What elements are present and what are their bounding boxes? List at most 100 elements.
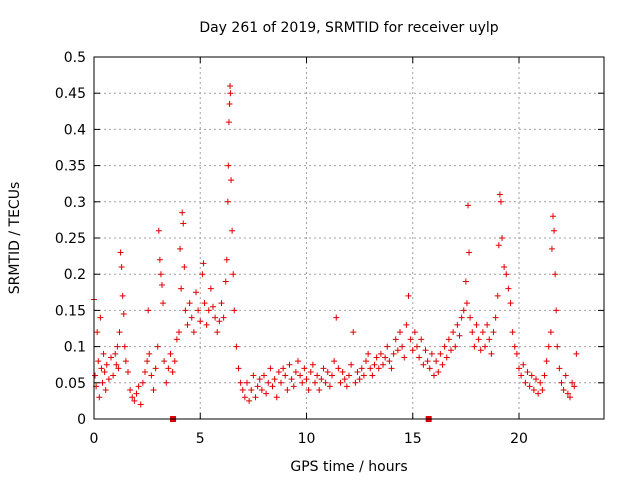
data-point (371, 361, 378, 368)
data-point (225, 162, 232, 169)
data-point (573, 350, 580, 357)
data-point (193, 289, 199, 296)
data-point (127, 387, 134, 394)
data-point (403, 321, 410, 328)
data-point (288, 376, 295, 383)
data-point (356, 376, 363, 383)
data-point (426, 365, 433, 372)
data-point (103, 361, 110, 368)
data-point (165, 365, 172, 372)
data-point (241, 394, 248, 401)
data-point (501, 263, 508, 270)
data-point (530, 387, 537, 394)
data-point (190, 329, 197, 336)
data-point (169, 368, 176, 375)
data-point (380, 361, 386, 368)
data-point (225, 119, 232, 126)
data-point (394, 347, 401, 354)
data-point (558, 379, 565, 386)
data-point (477, 347, 484, 354)
data-point (113, 361, 120, 368)
data-point (254, 383, 261, 390)
data-point (554, 343, 561, 350)
data-point (117, 249, 124, 256)
data-point (341, 376, 348, 383)
data-point (182, 307, 189, 314)
data-point (507, 300, 514, 307)
data-point (441, 343, 448, 350)
data-point (278, 379, 284, 386)
data-point (180, 220, 187, 227)
data-point (490, 329, 497, 336)
data-point (384, 343, 391, 350)
data-point (148, 372, 155, 379)
data-point (539, 387, 546, 394)
data-point (125, 368, 131, 375)
data-point (167, 350, 174, 357)
data-point (365, 350, 372, 357)
data-point (567, 394, 573, 401)
data-point (535, 390, 542, 397)
data-point (550, 213, 556, 220)
data-point (307, 368, 314, 375)
data-point (222, 278, 229, 285)
data-point (179, 209, 186, 216)
x-tick-label: 5 (196, 431, 205, 447)
data-point (422, 347, 429, 354)
data-point (186, 300, 193, 307)
data-point (367, 365, 374, 372)
data-point (195, 307, 202, 314)
data-point (358, 365, 365, 372)
data-point (522, 379, 529, 386)
chart-title: Day 261 of 2019, SRMTID for receiver uyl… (199, 20, 498, 36)
data-point (454, 321, 461, 328)
y-tick-label: 0.25 (55, 231, 86, 247)
data-point (513, 350, 520, 357)
data-point (131, 397, 138, 404)
data-point (541, 372, 548, 379)
data-point (246, 397, 253, 404)
data-point (171, 358, 178, 365)
data-point (210, 303, 216, 310)
x-tick-label: 15 (404, 431, 422, 447)
data-point (533, 376, 539, 383)
data-point (305, 387, 312, 394)
data-point (437, 350, 444, 357)
data-point (100, 350, 107, 357)
data-point (173, 336, 180, 343)
data-point (309, 361, 316, 368)
data-point (475, 336, 482, 343)
data-point (399, 343, 406, 350)
data-point (99, 379, 106, 386)
data-point (205, 307, 212, 314)
data-point (312, 379, 318, 386)
data-point (212, 314, 219, 321)
data-point (516, 365, 522, 372)
data-point (199, 271, 206, 278)
data-point (177, 245, 184, 252)
data-point (231, 307, 238, 314)
data-point (552, 271, 559, 278)
data-point (458, 314, 465, 321)
data-point (560, 387, 567, 394)
data-point (448, 347, 454, 354)
data-point (503, 271, 510, 278)
data-point (226, 101, 233, 108)
data-point (484, 321, 491, 328)
data-point (229, 227, 236, 234)
data-point (486, 336, 493, 343)
y-tick-label: 0.15 (55, 303, 86, 319)
data-point (96, 394, 103, 401)
data-point (161, 358, 168, 365)
data-point (401, 354, 408, 361)
data-point (556, 365, 563, 372)
data-point (273, 394, 280, 401)
data-point (216, 318, 223, 325)
data-point (201, 300, 208, 307)
data-point (354, 368, 361, 375)
data-point (295, 358, 301, 365)
data-point (303, 376, 310, 383)
data-point (571, 383, 578, 390)
data-point (435, 368, 442, 375)
